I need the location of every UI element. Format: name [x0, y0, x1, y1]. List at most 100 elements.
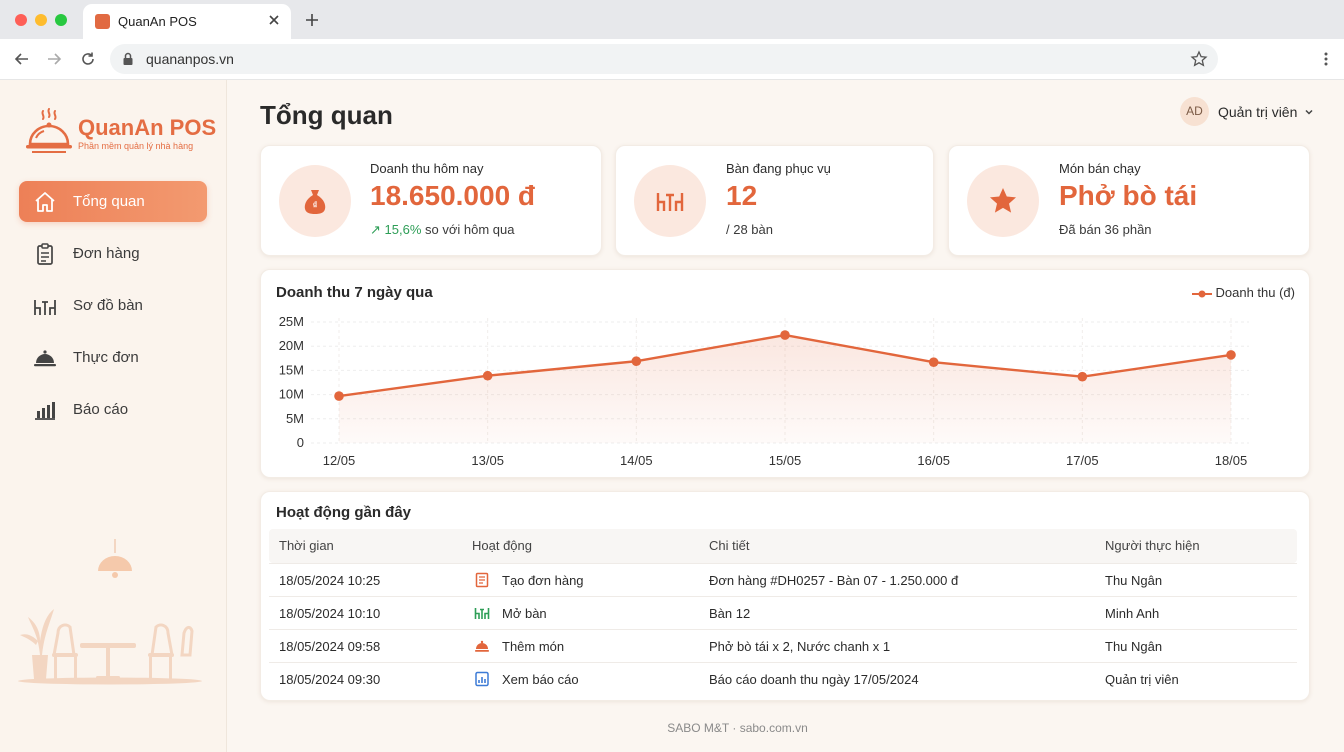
sidebar-item-menu[interactable]: Thực đơn: [19, 337, 207, 378]
trend-up-icon: ↗: [370, 222, 385, 237]
bookmark-star-icon[interactable]: [1190, 50, 1208, 68]
restaurant-illustration: [18, 539, 202, 685]
stat-icon-circle: [967, 165, 1039, 237]
y-tick-label: 25M: [279, 314, 304, 329]
sidebar-item-table-map[interactable]: Sơ đồ bàn: [19, 285, 207, 326]
star-icon: [990, 188, 1016, 213]
order-icon: [475, 572, 489, 588]
line-chart: 0 5M 10M 15M 20M 25M 12/05 13/05 14/05 15/05 16/05…: [279, 314, 1249, 468]
favicon-icon: [95, 14, 110, 29]
close-icon[interactable]: [266, 12, 282, 28]
sidebar-item-overview[interactable]: Tổng quan: [19, 181, 207, 222]
y-tick-label: 20M: [279, 338, 304, 353]
activity-title: Hoạt động gần đây: [276, 504, 411, 521]
table-row[interactable]: 18/05/2024 10:10 Mở bàn Bàn 12 Minh Anh: [269, 596, 1297, 629]
tab-title: QuanAn POS: [118, 14, 197, 29]
minimize-window-button[interactable]: [35, 14, 47, 26]
y-tick-label: 10M: [279, 387, 304, 402]
cell-user: Thu Ngân: [1105, 639, 1163, 654]
data-point: [780, 330, 790, 340]
data-point: [631, 356, 642, 367]
new-tab-icon[interactable]: [304, 12, 320, 28]
report-icon: [475, 671, 489, 687]
browser-tab[interactable]: QuanAn POS: [83, 4, 291, 39]
data-point: [1077, 371, 1088, 382]
data-point: [482, 370, 493, 381]
sidebar-item-label: Báo cáo: [73, 401, 129, 418]
stat-label: Món bán chạy: [1059, 161, 1141, 176]
x-tick-label: 12/05: [323, 453, 356, 468]
y-tick-label: 5M: [286, 411, 304, 426]
cell-action: Mở bàn: [502, 606, 547, 621]
sidebar-item-orders[interactable]: Đơn hàng: [19, 233, 207, 274]
cell-time: 18/05/2024 10:25: [279, 573, 381, 588]
back-arrow-icon[interactable]: [14, 51, 30, 67]
app-tagline: Phần mềm quản lý nhà hàng: [78, 141, 194, 151]
page-title: Tổng quan: [260, 100, 393, 130]
data-point: [1226, 350, 1236, 360]
x-tick-label: 15/05: [769, 453, 802, 468]
reload-icon[interactable]: [80, 51, 96, 67]
x-tick-label: 16/05: [917, 453, 950, 468]
data-point: [334, 391, 344, 401]
x-tick-label: 18/05: [1215, 453, 1248, 468]
stat-label: Bàn đang phục vụ: [726, 161, 831, 176]
column-header: Chi tiết: [709, 538, 750, 553]
recent-activity-card: Hoạt động gần đây Thời gian Hoạt động Ch…: [260, 491, 1310, 701]
address-bar[interactable]: quananpos.vn: [110, 44, 1218, 74]
app-name: QuanAn POS: [78, 115, 217, 140]
cell-time: 18/05/2024 09:58: [279, 639, 381, 654]
y-tick-label: 0: [297, 435, 304, 450]
table-row[interactable]: 18/05/2024 10:25 Tạo đơn hàng Đơn hàng #…: [269, 563, 1297, 596]
svg-text:₫: ₫: [313, 200, 318, 210]
series-area: [339, 335, 1231, 443]
best-seller-card: Món bán chạy Phở bò tái Đã bán 36 phần: [948, 145, 1310, 256]
forward-arrow-icon[interactable]: [46, 51, 62, 67]
sidebar: QuanAn POS Phần mềm quản lý nhà hàng Tổn…: [0, 80, 227, 752]
bar-chart-icon: [35, 402, 55, 420]
stat-subtext: / 28 bàn: [726, 222, 773, 237]
column-header: Hoạt động: [472, 538, 532, 553]
stat-value: Phở bò tái: [1059, 180, 1198, 211]
home-icon: [35, 192, 55, 212]
table-icon: [34, 300, 56, 315]
table-icon: [656, 193, 684, 211]
cell-action: Tạo đơn hàng: [502, 573, 584, 588]
stat-label: Doanh thu hôm nay: [370, 161, 484, 176]
cell-user: Minh Anh: [1105, 606, 1160, 621]
revenue-today-card: ₫ Doanh thu hôm nay 18.650.000 đ ↗ 15,6%…: [260, 145, 602, 256]
table-row[interactable]: 18/05/2024 09:58 Thêm món Phở bò tái x 2…: [269, 629, 1297, 662]
legend-line-icon: [1191, 290, 1212, 298]
footer-credit: SABO M&T · sabo.com.vn: [667, 721, 808, 735]
cloche-icon: [475, 640, 489, 652]
table-row[interactable]: 18/05/2024 09:30 Xem báo cáo Báo cáo doa…: [269, 662, 1297, 695]
browser-toolbar: quananpos.vn: [0, 39, 1344, 80]
money-bag-icon: ₫: [304, 190, 326, 214]
sidebar-item-label: Đơn hàng: [73, 245, 140, 262]
data-point: [928, 357, 939, 367]
cell-time: 18/05/2024 10:10: [279, 606, 381, 621]
cell-detail: Bàn 12: [709, 606, 751, 621]
more-menu-icon[interactable]: [1318, 51, 1334, 67]
cell-detail: Báo cáo doanh thu ngày 17/05/2024: [709, 672, 919, 687]
browser-tab-bar: QuanAn POS: [0, 0, 1344, 39]
legend-label: Doanh thu (đ): [1215, 285, 1296, 300]
stat-subtext: ↗ 15,6% so với hôm qua: [370, 222, 514, 238]
sidebar-item-label: Tổng quan: [73, 193, 145, 210]
user-menu[interactable]: AD Quản trị viên: [1180, 97, 1320, 127]
avatar: AD: [1180, 97, 1209, 126]
stat-value: 12: [726, 180, 758, 211]
sidebar-item-reports[interactable]: Báo cáo: [19, 389, 207, 430]
column-header: Người thực hiện: [1105, 538, 1200, 553]
maximize-window-button[interactable]: [55, 14, 67, 26]
stat-icon-circle: [634, 165, 706, 237]
stat-value: 18.650.000 đ: [370, 180, 536, 211]
cell-user: Quản trị viên: [1105, 672, 1179, 687]
cell-time: 18/05/2024 09:30: [279, 672, 381, 687]
stat-subtext: Đã bán 36 phần: [1059, 222, 1152, 237]
stat-icon-circle: ₫: [279, 165, 351, 237]
cell-user: Thu Ngân: [1105, 573, 1163, 588]
close-window-button[interactable]: [15, 14, 27, 26]
lock-icon: [123, 52, 133, 65]
url-text: quananpos.vn: [146, 51, 234, 67]
